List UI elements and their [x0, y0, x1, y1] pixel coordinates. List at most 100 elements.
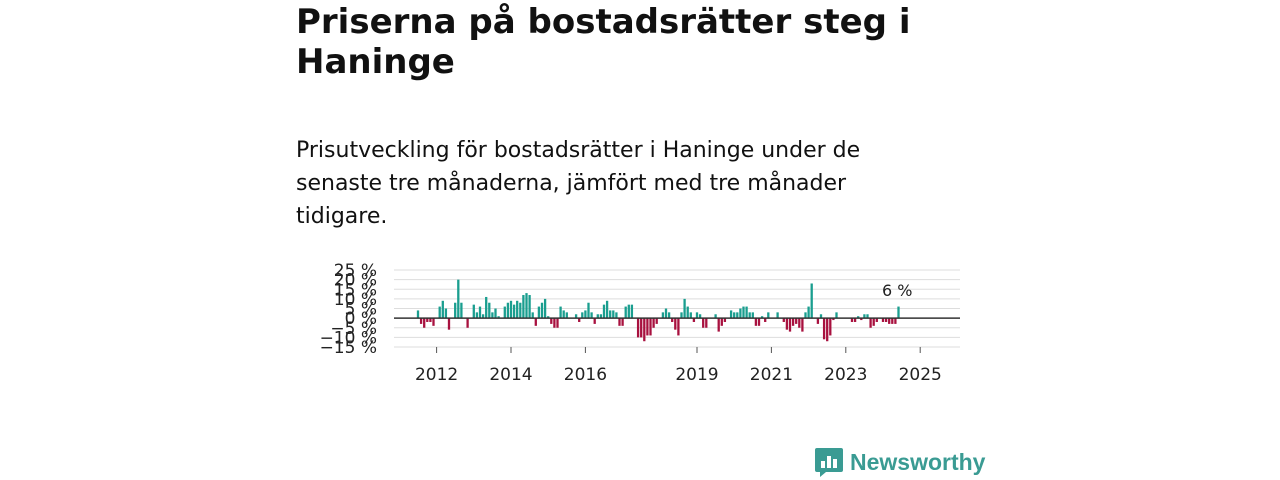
bar: [441, 300, 444, 319]
bar: [686, 306, 689, 319]
bar: [804, 312, 807, 319]
bar: [829, 318, 832, 336]
bar: [522, 295, 525, 319]
bar: [695, 312, 699, 319]
bar: [692, 318, 696, 322]
bar: [503, 306, 506, 319]
bar: [764, 318, 767, 322]
bar: [605, 300, 609, 319]
bar: [857, 316, 860, 319]
bar: [757, 318, 761, 326]
bar: [822, 318, 826, 340]
bar: [832, 318, 835, 321]
bar: [609, 310, 612, 319]
bar: [733, 312, 736, 319]
bar: [866, 314, 869, 319]
bar: [512, 304, 516, 319]
price-change-chart: −15 %−10 %−5 %0 %5 %10 %15 %20 %25 % 2012…: [320, 261, 960, 385]
bar: [863, 314, 866, 319]
bar: [481, 314, 485, 319]
bar: [540, 302, 544, 319]
bar: [680, 312, 683, 319]
bar: [748, 312, 751, 319]
bar: [543, 298, 547, 319]
bar: [531, 312, 534, 319]
bar: [736, 312, 739, 319]
bar: [636, 318, 640, 338]
bar: [655, 318, 658, 324]
bar: [630, 304, 634, 319]
bar: [705, 318, 708, 328]
bar: [745, 306, 748, 319]
bar: [850, 318, 854, 322]
y-tick-label: 15 %: [334, 280, 377, 300]
bar: [593, 318, 596, 324]
bar: [835, 312, 838, 319]
y-tick-label: 0 %: [345, 309, 377, 329]
bar: [751, 312, 754, 319]
latest-value-annotation: 6 %: [882, 281, 912, 300]
bar: [888, 318, 891, 324]
bar: [537, 306, 541, 319]
y-tick-label: −5 %: [330, 319, 377, 339]
bar: [556, 318, 559, 328]
bar: [894, 318, 897, 324]
bar: [438, 306, 441, 319]
bar: [429, 318, 432, 322]
bar: [516, 300, 519, 319]
bar: [602, 304, 606, 319]
newsworthy-logo-icon: [815, 448, 843, 477]
bar: [478, 306, 482, 319]
bar: [760, 316, 764, 319]
bar: [475, 312, 479, 319]
bar: [457, 279, 460, 319]
x-tick-label: 2014: [489, 365, 532, 385]
bar: [596, 314, 599, 319]
bar: [739, 308, 742, 319]
bar: [460, 302, 463, 319]
bar: [717, 318, 720, 332]
x-tick-label: 2025: [899, 365, 942, 385]
bar: [565, 312, 568, 319]
bar: [776, 312, 779, 319]
bar: [702, 318, 705, 328]
bar: [723, 318, 727, 322]
bar: [643, 318, 646, 342]
bar: [767, 312, 770, 319]
bar: [509, 300, 513, 319]
bar: [599, 314, 603, 319]
bar: [640, 318, 643, 338]
bar: [646, 318, 649, 336]
bar: [426, 318, 429, 322]
bar: [587, 302, 590, 319]
bar: [816, 318, 820, 324]
y-tick-label: 20 %: [334, 271, 377, 291]
subtitle: Prisutveckling för bostadsrätter i Hanin…: [296, 138, 861, 229]
chart-bars: [416, 279, 900, 342]
bar: [729, 310, 733, 319]
bar: [782, 318, 785, 322]
bar: [798, 318, 801, 328]
bar: [875, 318, 878, 322]
bar: [649, 318, 652, 336]
bar: [853, 318, 857, 322]
bar: [667, 312, 671, 319]
bar: [485, 296, 488, 319]
bar: [674, 318, 677, 330]
bar: [819, 314, 823, 319]
bar: [472, 304, 475, 319]
x-tick-label: 2023: [824, 365, 867, 385]
bar: [627, 304, 630, 319]
bar: [534, 318, 537, 326]
bar: [574, 314, 578, 319]
x-tick-label: 2021: [750, 365, 793, 385]
bar: [795, 318, 798, 324]
bar: [698, 314, 702, 319]
bar: [664, 308, 668, 319]
bar: [788, 318, 792, 332]
bar: [488, 302, 491, 319]
y-tick-label: 25 %: [334, 261, 377, 281]
bar: [720, 318, 723, 326]
bar: [562, 310, 565, 319]
bar: [791, 318, 795, 326]
